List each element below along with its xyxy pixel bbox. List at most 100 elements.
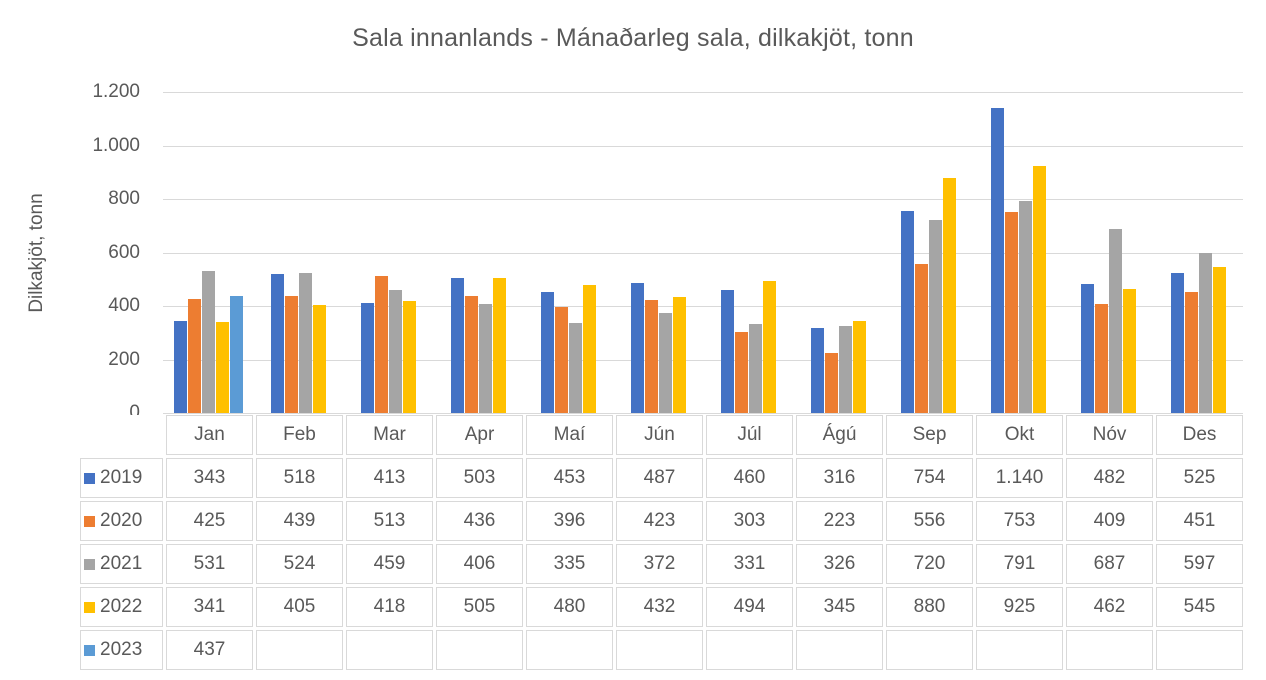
table-cell-2022-Nóv: 462 [1066,587,1153,627]
table-cell-2021-Jún: 372 [616,544,703,584]
bar-2020-Sep [914,264,928,413]
bar-2019-Mar [360,303,374,413]
table-cell-2020-Jan: 425 [166,501,253,541]
bar-2022-Feb [312,305,326,413]
table-cell-2020-Maí: 396 [526,501,613,541]
legend-swatch-2023 [84,644,95,656]
bar-2020-Nóv [1094,304,1108,413]
table-cell-2023-Feb [256,630,343,670]
table-cell-2022-Apr: 505 [436,587,523,627]
legend-swatch-2020 [84,515,95,527]
bar-group-Ágú [793,92,883,413]
table-cell-2020-Mar: 513 [346,501,433,541]
legend-item-2023: 2023 [80,630,163,670]
bar-2020-Des [1184,292,1198,413]
month-header-cell-Okt: Okt [976,415,1063,455]
month-header-cell-Jún: Jún [616,415,703,455]
bar-2019-Okt [990,108,1004,413]
table-cell-2021-Des: 597 [1156,544,1243,584]
bar-2021-Nóv [1108,229,1122,413]
bar-group-Okt [973,92,1063,413]
bar-2021-Júl [748,324,762,413]
table-cell-2023-Okt [976,630,1063,670]
month-header-cell-Apr: Apr [436,415,523,455]
table-cell-2022-Jún: 432 [616,587,703,627]
legend-item-2019: 2019 [80,458,163,498]
bar-2020-Ágú [824,353,838,413]
y-tick-label-1.000: 1.000 [92,134,140,156]
table-cell-2022-Des: 545 [1156,587,1243,627]
legend-item-2020: 2020 [80,501,163,541]
bar-2022-Sep [942,178,956,413]
month-header-cell-Júl: Júl [706,415,793,455]
table-cell-2021-Júl: 331 [706,544,793,584]
bar-2019-Sep [900,211,914,413]
bar-2020-Jún [644,300,658,413]
table-cell-2019-Maí: 453 [526,458,613,498]
bar-2019-Ágú [810,328,824,413]
table-cell-2019-Apr: 503 [436,458,523,498]
bar-group-Jan [163,92,253,413]
chart-data-table: Jan Feb Mar Apr Maí Jún Júl Ágú Sep Okt Nóv Des 2019… [80,415,1243,670]
bar-group-Jún [613,92,703,413]
table-cell-2023-Apr [436,630,523,670]
bar-2022-Mar [402,301,416,413]
bar-2022-Des [1212,267,1226,413]
table-cell-2023-Jan: 437 [166,630,253,670]
table-cell-2021-Sep: 720 [886,544,973,584]
table-cell-2023-Jún [616,630,703,670]
table-cell-2019-Feb: 518 [256,458,343,498]
legend-swatch-2022 [84,601,95,613]
table-corner-cell [80,415,163,455]
bar-2022-Jún [672,297,686,413]
table-cell-2021-Nóv: 687 [1066,544,1153,584]
table-cell-2021-Okt: 791 [976,544,1063,584]
legend-label-2022: 2022 [100,596,143,617]
table-cell-2021-Feb: 524 [256,544,343,584]
bar-2021-Feb [298,273,312,413]
bar-group-Apr [433,92,523,413]
bar-group-Sep [883,92,973,413]
bar-2020-Feb [284,296,298,413]
bar-2019-Júl [720,290,734,413]
bar-2021-Jún [658,313,672,413]
table-cell-2022-Okt: 925 [976,587,1063,627]
bar-group-Feb [253,92,343,413]
table-cell-2022-Feb: 405 [256,587,343,627]
legend-swatch-2021 [84,558,95,570]
legend-label-2023: 2023 [100,639,143,660]
bar-2019-Nóv [1080,284,1094,413]
bar-group-Des [1153,92,1243,413]
bar-2022-Okt [1032,166,1046,413]
legend-label-2020: 2020 [100,510,143,531]
y-tick-label-1.200: 1.200 [92,81,140,102]
table-cell-2023-Maí [526,630,613,670]
bar-2020-Jan [187,299,201,413]
table-cell-2020-Des: 451 [1156,501,1243,541]
month-header-cell-Sep: Sep [886,415,973,455]
table-cell-2019-Des: 525 [1156,458,1243,498]
gridline-1.000 [163,145,1243,147]
table-cell-2019-Ágú: 316 [796,458,883,498]
bar-2019-Feb [270,274,284,413]
bar-2021-Jan [201,271,215,413]
table-cell-2019-Okt: 1.140 [976,458,1063,498]
bar-2019-Jún [630,283,644,413]
gridline-400 [163,306,1243,307]
table-cell-2022-Júl: 494 [706,587,793,627]
gridline-800 [163,199,1243,200]
month-header-cell-Maí: Maí [526,415,613,455]
bar-2021-Ágú [838,326,852,413]
gridline-0 [163,413,1243,414]
month-header-cell-Ágú: Ágú [796,415,883,455]
bar-2022-Maí [582,285,596,413]
table-cell-2019-Mar: 413 [346,458,433,498]
legend-label-2019: 2019 [100,467,143,488]
table-cell-2020-Okt: 753 [976,501,1063,541]
chart-title: Sala innanlands - Mánaðarleg sala, dilka… [352,24,914,52]
y-tick-label-600: 600 [108,241,140,263]
bar-2021-Des [1198,253,1212,413]
table-cell-2020-Nóv: 409 [1066,501,1153,541]
table-cell-2021-Jan: 531 [166,544,253,584]
